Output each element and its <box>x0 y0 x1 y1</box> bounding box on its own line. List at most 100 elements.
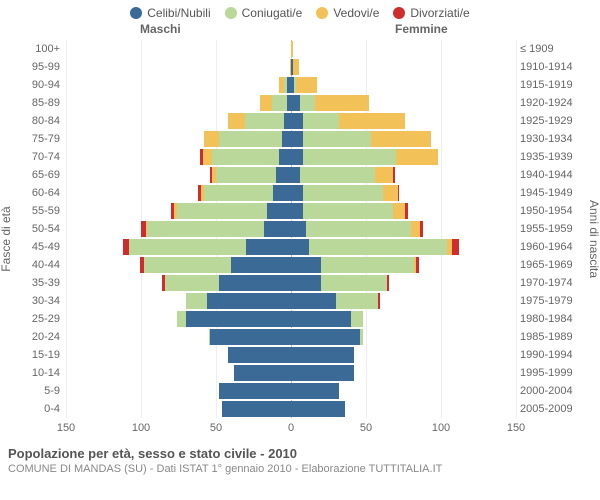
bar-segment-male <box>210 167 212 183</box>
birth-year-label: 2000-2004 <box>520 385 582 397</box>
age-row: 20-241985-1989 <box>0 328 600 346</box>
bar-segment-female <box>291 329 360 345</box>
bar-segment-male <box>282 131 291 147</box>
header-male: Maschi <box>140 22 181 36</box>
birth-year-label: 1920-1924 <box>520 97 582 109</box>
bar-segment-female <box>303 185 383 201</box>
legend: Celibi/NubiliConiugati/eVedovi/eDivorzia… <box>0 0 600 22</box>
bar-segment-female <box>291 347 354 363</box>
x-tick: 100 <box>132 422 150 434</box>
age-row: 70-741935-1939 <box>0 148 600 166</box>
age-label: 80-84 <box>24 115 60 127</box>
birth-year-label: 1960-1964 <box>520 241 582 253</box>
bar-segment-male <box>210 329 291 345</box>
bar-segment-female <box>387 275 389 291</box>
bar-segment-male <box>216 167 276 183</box>
bar-segment-male <box>246 239 291 255</box>
age-row: 55-591950-1954 <box>0 202 600 220</box>
birth-year-label: 1945-1949 <box>520 187 582 199</box>
bar-segment-male <box>140 257 145 273</box>
bar-segment-female <box>291 383 339 399</box>
bar-segment-female <box>396 149 438 165</box>
x-tick: 100 <box>432 422 450 434</box>
bar-segment-female <box>291 167 300 183</box>
bar-segment-male <box>219 131 282 147</box>
bar-segment-female <box>291 365 354 381</box>
age-row: 85-89 1920-1924 <box>0 94 600 112</box>
birth-year-label: 1980-1984 <box>520 313 582 325</box>
bar-segment-female <box>303 113 339 129</box>
legend-item: Coniugati/e <box>225 6 303 20</box>
chart-subtitle: COMUNE DI MANDAS (SU) - Dati ISTAT 1° ge… <box>8 463 592 475</box>
bar-segment-female <box>291 293 336 309</box>
chart-title: Popolazione per età, sesso e stato civil… <box>8 446 592 461</box>
age-label: 15-19 <box>24 349 60 361</box>
chart-rows: 100+≤ 190995-991910-191490-941915-191985… <box>0 40 600 418</box>
bar-segment-male <box>141 221 146 237</box>
bar-segment-female <box>360 329 363 345</box>
bar-segment-female <box>336 293 378 309</box>
bar-segment-female <box>293 59 299 75</box>
bar-segment-male <box>203 149 212 165</box>
bar-segment-female <box>303 203 393 219</box>
age-label: 65-69 <box>24 169 60 181</box>
bar-segment-male <box>267 203 291 219</box>
bar-segment-female <box>405 203 408 219</box>
bar-segment-female <box>291 149 303 165</box>
legend-swatch <box>393 7 405 19</box>
age-label: 45-49 <box>24 241 60 253</box>
bar-segment-male <box>162 275 165 291</box>
bar-segment-male <box>212 149 280 165</box>
legend-label: Coniugati/e <box>242 6 303 20</box>
bar-segment-female <box>291 401 345 417</box>
bar-segment-male <box>284 77 287 93</box>
age-row: 50-541955-1959 <box>0 220 600 238</box>
age-label: 25-29 <box>24 313 60 325</box>
age-row: 25-29 1980-1984 <box>0 310 600 328</box>
age-row: 45-49 1960-1964 <box>0 238 600 256</box>
age-label: 85-89 <box>24 97 60 109</box>
bar-segment-female <box>303 131 371 147</box>
bar-segment-male <box>228 347 291 363</box>
age-row: 65-691940-1944 <box>0 166 600 184</box>
age-row: 60-641945-1949 <box>0 184 600 202</box>
bar-segment-female <box>339 113 405 129</box>
bar-segment-female <box>291 311 351 327</box>
x-tick: 0 <box>288 422 294 434</box>
bar-segment-male <box>209 329 211 345</box>
birth-year-label: 1990-1994 <box>520 349 582 361</box>
age-label: 75-79 <box>24 133 60 145</box>
bar-segment-male <box>231 257 291 273</box>
bar-segment-male <box>219 383 291 399</box>
x-tick: 50 <box>210 422 222 434</box>
bar-segment-male <box>260 95 272 111</box>
legend-label: Vedovi/e <box>333 6 379 20</box>
birth-year-label: 1950-1954 <box>520 205 582 217</box>
age-label: 5-9 <box>24 385 60 397</box>
bar-segment-female <box>300 95 315 111</box>
bar-segment-male <box>123 239 129 255</box>
bar-segment-female <box>393 167 395 183</box>
bar-segment-female <box>291 221 306 237</box>
age-label: 100+ <box>24 43 60 55</box>
birth-year-label: 1955-1959 <box>520 223 582 235</box>
age-row: 30-341975-1979 <box>0 292 600 310</box>
legend-item: Celibi/Nubili <box>130 6 210 20</box>
bar-segment-female <box>383 185 398 201</box>
x-tick: 150 <box>507 422 525 434</box>
bar-segment-male <box>228 113 245 129</box>
legend-swatch <box>316 7 328 19</box>
bar-segment-male <box>273 185 291 201</box>
bar-segment-female <box>300 167 375 183</box>
bar-segment-male <box>212 167 217 183</box>
bar-segment-female <box>306 221 411 237</box>
bar-segment-male <box>279 77 284 93</box>
bar-segment-male <box>201 185 204 201</box>
birth-year-label: 1915-1919 <box>520 79 582 91</box>
age-row: 35-391970-1974 <box>0 274 600 292</box>
bar-segment-male <box>219 275 291 291</box>
bar-segment-male <box>207 293 291 309</box>
bar-segment-female <box>393 203 405 219</box>
footer: Popolazione per età, sesso e stato civil… <box>0 438 600 481</box>
bar-segment-female <box>291 257 321 273</box>
